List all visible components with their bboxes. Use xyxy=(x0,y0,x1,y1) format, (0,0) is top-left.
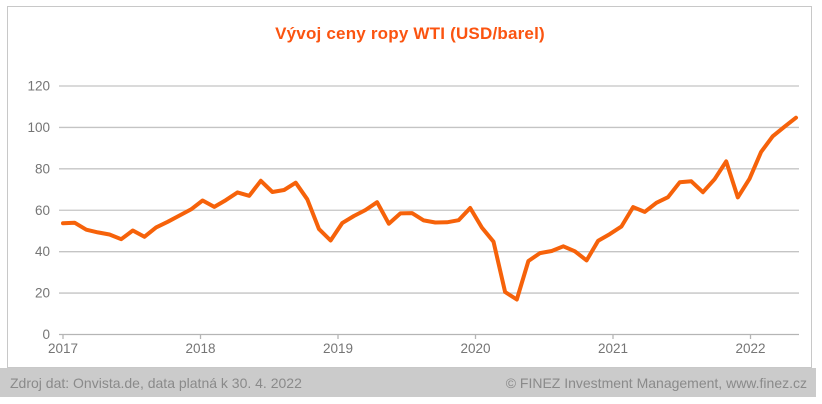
footer-source-text: Zdroj dat: Onvista.de, data platná k 30.… xyxy=(10,374,302,391)
gridlines xyxy=(59,85,799,336)
svg-text:2020: 2020 xyxy=(460,341,490,356)
svg-text:2017: 2017 xyxy=(48,341,78,356)
footer-copyright-text: © FINEZ Investment Management, www.finez… xyxy=(505,374,807,391)
chart-title: Vývoj ceny ropy WTI (USD/barel) xyxy=(275,24,545,43)
svg-text:2022: 2022 xyxy=(735,341,765,356)
svg-text:2018: 2018 xyxy=(185,341,215,356)
price-line-series xyxy=(61,115,798,302)
svg-text:40: 40 xyxy=(35,244,50,259)
x-axis-labels: 2017 2018 2019 2020 2021 2022 xyxy=(48,341,766,356)
svg-text:120: 120 xyxy=(27,79,50,94)
y-axis-labels: 0 20 40 60 80 100 120 xyxy=(27,79,50,343)
x-axis xyxy=(62,334,752,339)
svg-text:20: 20 xyxy=(35,286,50,301)
svg-text:0: 0 xyxy=(42,327,50,342)
svg-text:100: 100 xyxy=(27,120,50,135)
footer-band: Zdroj dat: Onvista.de, data platná k 30.… xyxy=(0,368,816,397)
svg-text:80: 80 xyxy=(35,161,50,176)
svg-text:2019: 2019 xyxy=(323,341,353,356)
svg-text:2021: 2021 xyxy=(598,341,628,356)
svg-text:60: 60 xyxy=(35,203,50,218)
